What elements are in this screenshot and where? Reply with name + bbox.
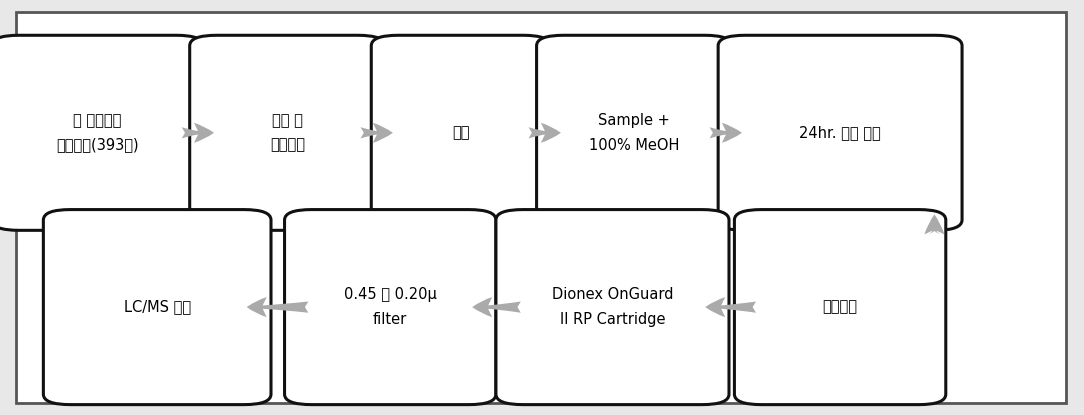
Text: 원심분리: 원심분리 xyxy=(823,300,857,315)
Text: 콩 핵심집단
유전자원(393점): 콩 핵심집단 유전자원(393점) xyxy=(56,113,139,153)
FancyBboxPatch shape xyxy=(735,210,945,405)
Text: Dionex OnGuard
II RP Cartridge: Dionex OnGuard II RP Cartridge xyxy=(552,287,673,327)
FancyBboxPatch shape xyxy=(718,35,963,230)
Text: 수확 및
동결건조: 수확 및 동결건조 xyxy=(270,113,305,153)
Text: Sample +
100% MeOH: Sample + 100% MeOH xyxy=(589,113,680,153)
FancyBboxPatch shape xyxy=(284,210,495,405)
Text: 분쇄: 분쇄 xyxy=(452,125,469,140)
Text: LC/MS 분석: LC/MS 분석 xyxy=(124,300,191,315)
Text: 24hr. 교반 추출: 24hr. 교반 추출 xyxy=(799,125,881,140)
FancyBboxPatch shape xyxy=(537,35,732,230)
FancyBboxPatch shape xyxy=(0,35,204,230)
FancyBboxPatch shape xyxy=(190,35,385,230)
Text: 0.45 및 0.20μ
filter: 0.45 및 0.20μ filter xyxy=(344,287,437,327)
FancyBboxPatch shape xyxy=(495,210,728,405)
FancyBboxPatch shape xyxy=(16,12,1066,403)
FancyBboxPatch shape xyxy=(43,210,271,405)
FancyBboxPatch shape xyxy=(371,35,550,230)
